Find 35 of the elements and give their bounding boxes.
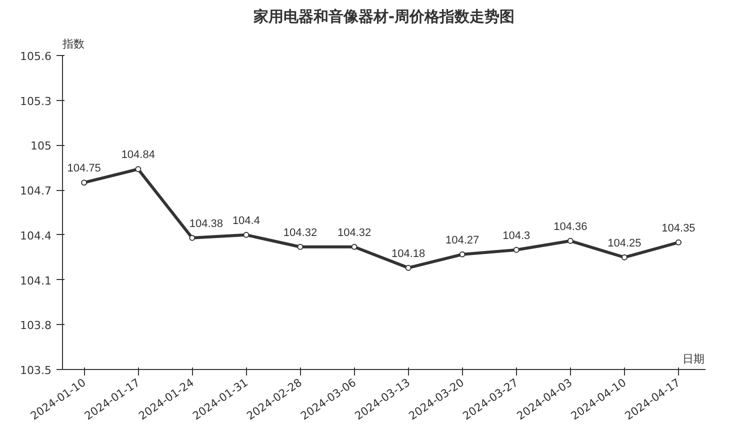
y-tick-label: 103.5 <box>20 364 52 377</box>
data-label: 104.3 <box>502 230 530 242</box>
point <box>459 251 466 258</box>
point <box>351 244 358 250</box>
y-tick-label: 104.7 <box>20 184 52 198</box>
data-label: 104.35 <box>662 222 696 234</box>
data-label: 104.38 <box>189 218 224 230</box>
point <box>189 234 196 241</box>
data-label: 104.4 <box>232 214 260 227</box>
data-label: 104.36 <box>554 220 588 233</box>
data-label: 104.18 <box>391 248 426 260</box>
chart-title: 家用电器和音像器材-周价格指数走势图 <box>252 8 515 26</box>
data-label: 104.75 <box>67 162 101 175</box>
y-tick-label: 105 <box>30 140 52 153</box>
y-tick-label: 105.6 <box>20 50 52 63</box>
point <box>81 180 88 186</box>
point <box>567 238 574 244</box>
y-tick-label: 104.4 <box>20 229 52 242</box>
data-label: 104.32 <box>283 226 318 239</box>
y-tick-label: 105.3 <box>20 94 52 108</box>
point <box>243 232 250 238</box>
data-label: 104.27 <box>446 234 480 246</box>
x-axis-title: 日期 <box>682 352 704 366</box>
y-tick-label: 104.1 <box>20 274 52 288</box>
data-label: 104.84 <box>121 149 155 162</box>
point <box>297 244 304 250</box>
y-axis-title: 指数 <box>62 38 84 50</box>
y-tick-label: 103.8 <box>20 319 52 332</box>
point <box>675 239 682 246</box>
point <box>135 166 142 172</box>
data-label: 104.25 <box>608 237 642 250</box>
point <box>405 264 412 271</box>
data-label: 104.32 <box>337 226 372 239</box>
point <box>621 254 628 260</box>
point <box>513 246 520 253</box>
